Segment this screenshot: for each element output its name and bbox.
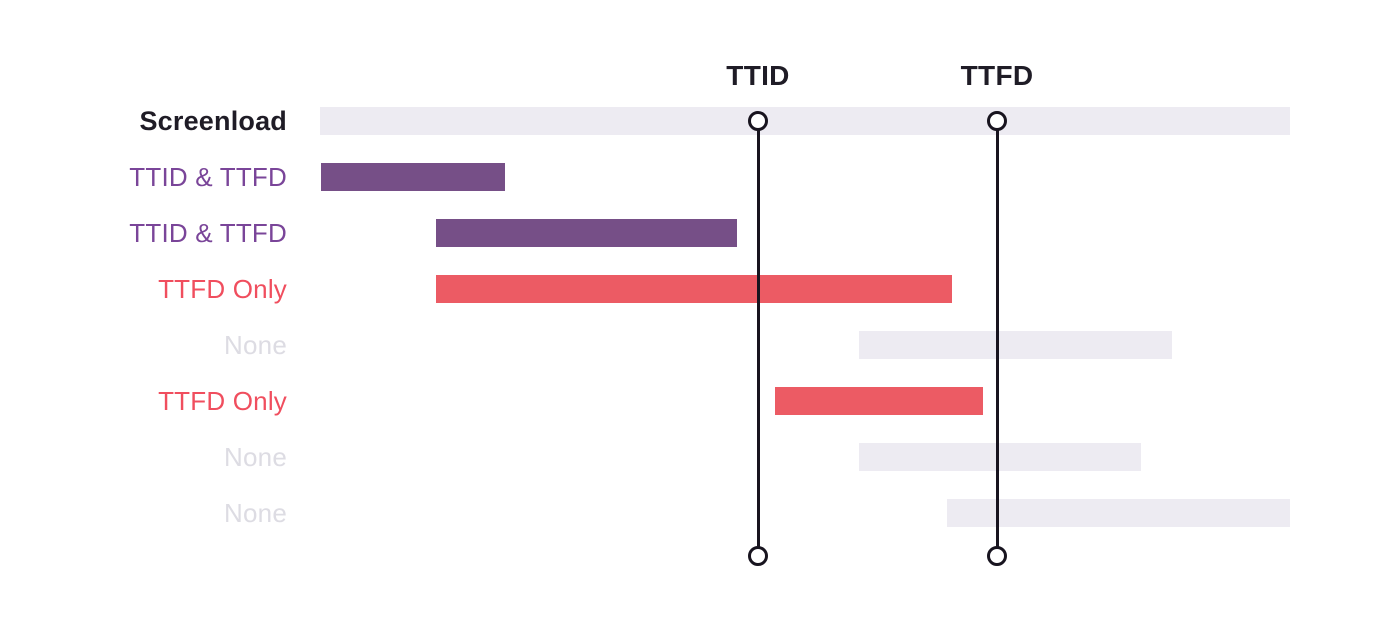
span-bar-ttfd-only bbox=[775, 387, 983, 415]
row-label-none: None bbox=[224, 498, 287, 528]
span-bar-ttfd-only bbox=[436, 275, 952, 303]
row-label-ttfd-only: TTFD Only bbox=[158, 274, 287, 304]
ttid-marker-circle-bottom bbox=[747, 545, 768, 566]
row-label-ttid-ttfd: TTID & TTFD bbox=[129, 218, 287, 248]
span-bar-none bbox=[947, 499, 1290, 527]
ttid-marker-circle-top bbox=[747, 110, 768, 131]
span-bar-ttid-ttfd bbox=[321, 163, 505, 191]
ttid-marker-line bbox=[756, 121, 760, 556]
span-bar-ttid-ttfd bbox=[436, 219, 737, 247]
row-label-screenload: Screenload bbox=[139, 106, 287, 136]
ttid-marker-label: TTID bbox=[726, 60, 790, 91]
ttfd-marker-circle-bottom bbox=[986, 545, 1007, 566]
span-bar-none bbox=[859, 331, 1172, 359]
row-label-none: None bbox=[224, 442, 287, 472]
span-bar-screenload bbox=[320, 107, 1290, 135]
row-label-ttfd-only: TTFD Only bbox=[158, 386, 287, 416]
ttfd-marker-line bbox=[995, 121, 999, 556]
ttfd-marker-circle-top bbox=[986, 110, 1007, 131]
row-label-ttid-ttfd: TTID & TTFD bbox=[129, 162, 287, 192]
ttfd-marker-label: TTFD bbox=[960, 60, 1034, 91]
span-bar-none bbox=[859, 443, 1141, 471]
row-label-none: None bbox=[224, 330, 287, 360]
